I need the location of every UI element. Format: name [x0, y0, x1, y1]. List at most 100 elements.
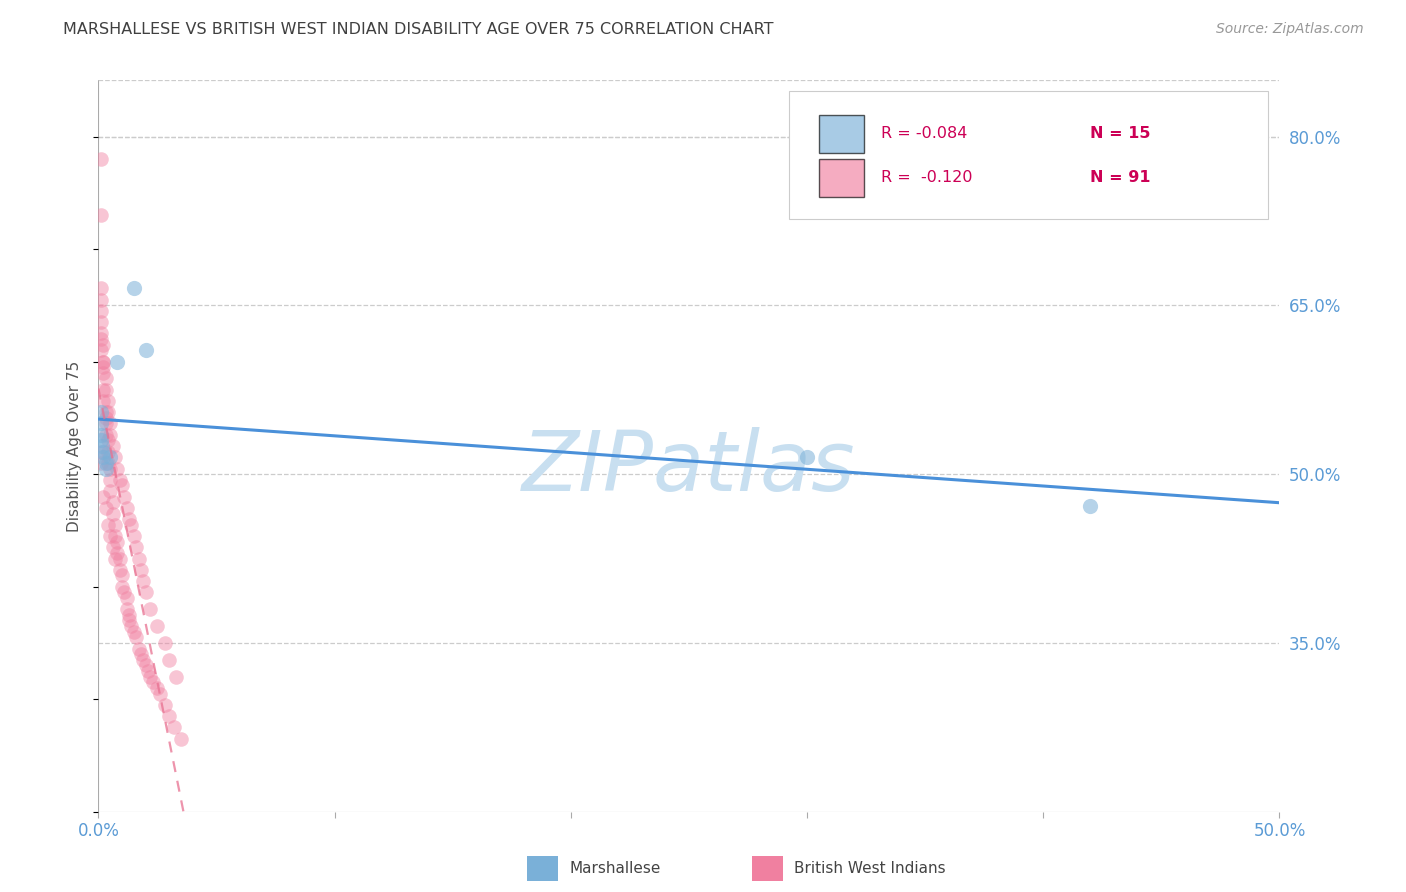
Point: [90, 304, 112, 318]
Point: [98, 417, 121, 431]
Point: [91, 360, 114, 375]
Point: [90, 208, 112, 222]
Point: [157, 653, 180, 667]
Point: [108, 551, 131, 566]
Point: [91, 394, 114, 409]
Point: [146, 619, 169, 633]
Point: [118, 607, 141, 622]
Point: [115, 500, 138, 515]
Point: [121, 517, 143, 532]
Point: [125, 541, 148, 555]
Point: [129, 563, 152, 577]
Point: [94, 427, 117, 442]
Point: [98, 427, 121, 442]
Point: [90, 427, 112, 442]
Point: [115, 591, 138, 605]
Point: [90, 343, 112, 358]
Point: [101, 495, 124, 509]
Point: [104, 517, 127, 532]
Point: [1080, 499, 1102, 513]
Point: [91, 354, 114, 368]
Y-axis label: Disability Age Over 75: Disability Age Over 75: [67, 360, 83, 532]
Point: [101, 541, 124, 555]
Point: [91, 354, 114, 368]
Point: [91, 450, 114, 465]
Point: [94, 417, 117, 431]
Point: [91, 490, 114, 504]
Point: [112, 490, 135, 504]
FancyBboxPatch shape: [789, 91, 1268, 219]
Point: [118, 512, 141, 526]
Point: [98, 483, 121, 498]
Point: [94, 500, 117, 515]
Text: Marshallese: Marshallese: [569, 862, 661, 876]
Point: [90, 434, 112, 448]
Point: [94, 456, 117, 470]
Point: [146, 681, 169, 695]
Point: [135, 585, 157, 599]
Point: [90, 152, 112, 166]
Point: [97, 444, 120, 458]
Point: [97, 517, 120, 532]
Point: [121, 619, 143, 633]
Point: [165, 670, 187, 684]
Point: [97, 434, 120, 448]
Point: [90, 417, 112, 431]
Text: R = -0.084: R = -0.084: [882, 126, 967, 141]
Point: [122, 624, 145, 639]
Point: [90, 293, 112, 307]
Point: [796, 450, 818, 465]
Point: [132, 574, 155, 588]
Point: [94, 410, 117, 425]
Point: [101, 439, 124, 453]
Point: [98, 473, 121, 487]
Point: [136, 664, 159, 678]
Point: [157, 709, 180, 723]
Point: [97, 405, 120, 419]
Point: [153, 698, 176, 712]
Point: [115, 602, 138, 616]
Point: [90, 315, 112, 329]
Point: [125, 630, 148, 644]
Text: N = 91: N = 91: [1091, 170, 1152, 185]
Point: [111, 478, 134, 492]
Point: [90, 444, 112, 458]
Text: MARSHALLESE VS BRITISH WEST INDIAN DISABILITY AGE OVER 75 CORRELATION CHART: MARSHALLESE VS BRITISH WEST INDIAN DISAB…: [63, 22, 773, 37]
FancyBboxPatch shape: [818, 115, 863, 153]
Point: [105, 534, 128, 549]
Point: [90, 405, 112, 419]
Point: [122, 529, 145, 543]
Point: [91, 439, 114, 453]
Point: [90, 456, 112, 470]
Point: [97, 456, 120, 470]
Point: [112, 585, 135, 599]
Text: R =  -0.120: R = -0.120: [882, 170, 973, 185]
Point: [108, 473, 131, 487]
Point: [97, 394, 120, 409]
Point: [128, 551, 150, 566]
Point: [94, 371, 117, 385]
Point: [139, 602, 162, 616]
Point: [122, 281, 145, 295]
Point: [94, 405, 117, 419]
Point: [135, 658, 157, 673]
Point: [91, 444, 114, 458]
Text: British West Indians: British West Indians: [794, 862, 946, 876]
Point: [135, 343, 157, 358]
Point: [132, 653, 155, 667]
Point: [170, 731, 193, 746]
Point: [128, 641, 150, 656]
Point: [129, 647, 152, 661]
Point: [91, 366, 114, 380]
Point: [98, 461, 121, 475]
Point: [163, 720, 186, 734]
Point: [101, 507, 124, 521]
Point: [104, 450, 127, 465]
Point: [98, 529, 121, 543]
Point: [111, 580, 134, 594]
Point: [90, 326, 112, 341]
Point: [105, 461, 128, 475]
Point: [105, 546, 128, 560]
Point: [91, 337, 114, 351]
Text: ZIPatlas: ZIPatlas: [522, 427, 856, 508]
